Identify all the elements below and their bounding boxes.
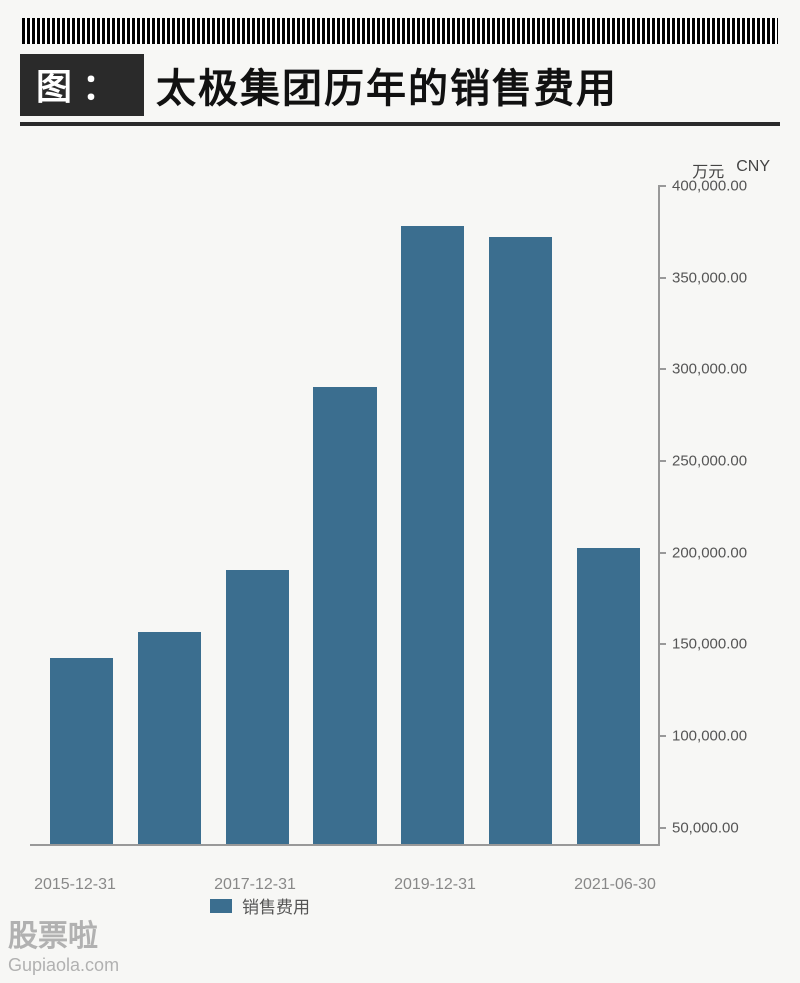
y-tick [658,552,666,554]
plot-area [30,186,660,846]
y-tick-label: 50,000.00 [672,819,739,836]
title-row: 图： 太极集团历年的销售费用 [20,54,780,126]
title-tag: 图： [20,54,144,116]
bar-slot [213,186,301,844]
y-tick [658,460,666,462]
bar-slot [126,186,214,844]
watermark-line1: 股票啦 [8,919,119,955]
bar-2015-12-31 [50,658,113,844]
watermark: 股票啦 Gupiaola.com [8,919,119,977]
bar-slot [477,186,565,844]
bars-container [30,186,660,844]
y-tick-label: 250,000.00 [672,453,747,470]
bar-2021-06-30 [577,548,640,844]
y-tick [658,735,666,737]
legend-label: 销售费用 [242,893,310,918]
y-tick-label: 350,000.00 [672,269,747,286]
bar-2020-12-31 [489,237,552,844]
y-axis-line [658,186,660,846]
bar-slot [301,186,389,844]
y-tick-label: 100,000.00 [672,728,747,745]
legend-swatch [210,899,232,913]
y-labels: 50,000.00 100,000.00 150,000.00 200,000.00 2… [666,186,770,846]
y-tick-label: 400,000.00 [672,178,747,195]
bar-slot [38,186,126,844]
watermark-line2: Gupiaola.com [8,955,119,977]
y-tick [658,368,666,370]
sales-expense-chart: 万元 CNY 50,000.00100,000.00150,000.00200,… [30,186,770,926]
y-tick [658,185,666,187]
y-tick-label: 150,000.00 [672,636,747,653]
y-tick [658,643,666,645]
bar-slot [389,186,477,844]
bar-2018-12-31 [313,387,376,844]
y-tick-label: 300,000.00 [672,361,747,378]
y-tick [658,277,666,279]
x-tick-label: 2017-12-31 [214,876,296,894]
bar-slot [564,186,652,844]
bar-2019-12-31 [401,226,464,844]
x-tick-label: 2019-12-31 [394,876,476,894]
legend: 销售费用 [210,893,310,918]
bar-2017-12-31 [226,570,289,844]
x-tick-label: 2021-06-30 [574,876,656,894]
y-tick [658,827,666,829]
decorative-barcode [22,18,778,44]
y-tick-label: 200,000.00 [672,544,747,561]
page-title: 太极集团历年的销售费用 [156,56,618,114]
bar-2016-12-31 [138,632,201,844]
x-tick-label: 2015-12-31 [34,876,116,894]
